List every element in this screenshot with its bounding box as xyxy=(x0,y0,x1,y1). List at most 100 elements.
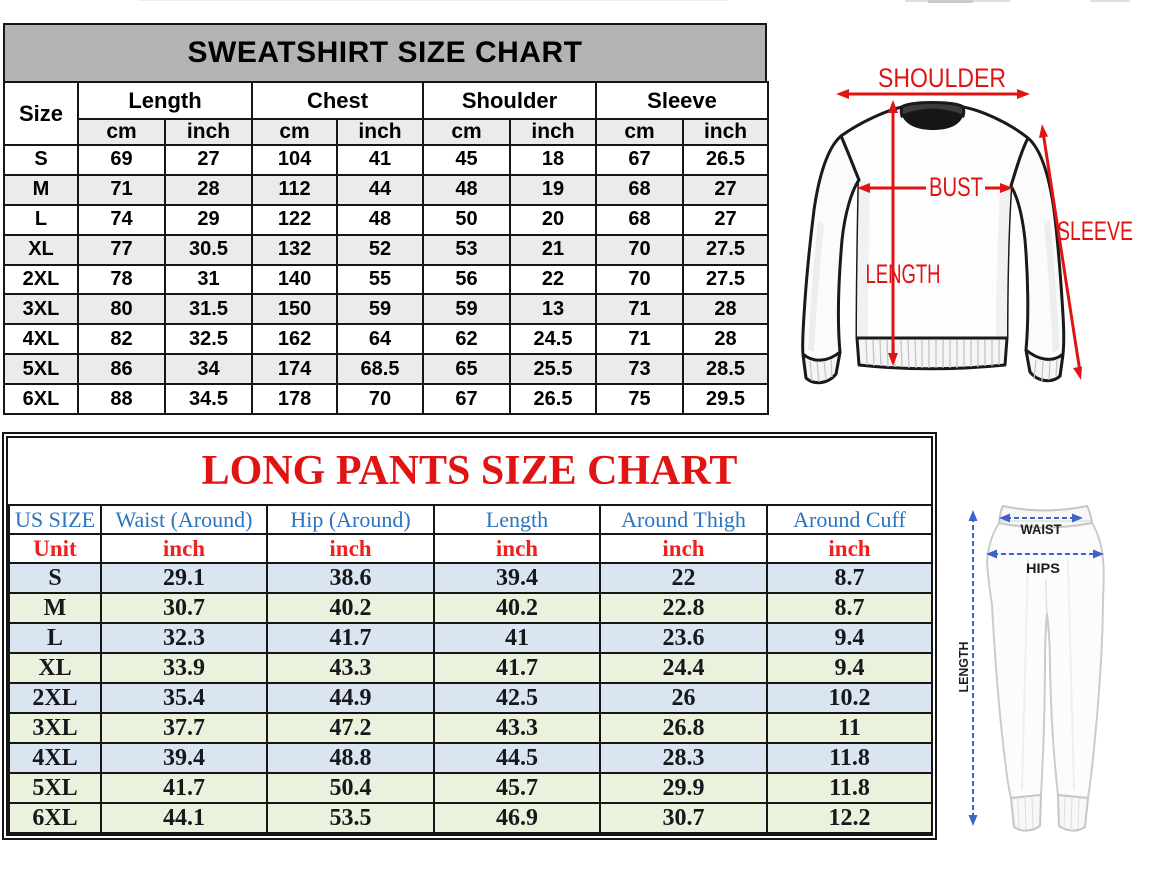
value-cell: 69 xyxy=(77,144,166,176)
value-cell: 38.6 xyxy=(266,562,435,594)
value-cell: 44 xyxy=(336,173,425,206)
value-cell: 40.2 xyxy=(266,592,435,624)
value-cell: 26.5 xyxy=(682,144,770,176)
value-cell: 22 xyxy=(509,263,598,296)
waist-arrow xyxy=(999,513,1083,523)
sweatshirt-table-row: 4XL 82 32.5 162 64 62 24.5 71 28 xyxy=(3,323,770,356)
sleeve-label: SLEEVE xyxy=(1057,216,1133,246)
pants-length-label: LENGTH xyxy=(956,642,971,693)
shading-right xyxy=(996,186,1011,338)
value-cell: 55 xyxy=(336,263,425,296)
value-cell: 37.7 xyxy=(100,712,268,744)
column-header-waist: Waist (Around) xyxy=(100,504,268,535)
value-cell: 18 xyxy=(509,144,598,176)
top-edge-artifact xyxy=(928,0,973,3)
column-header-chest: Chest xyxy=(251,81,425,120)
pants-length-arrow xyxy=(968,510,978,826)
subheader-cm: cm xyxy=(595,118,685,146)
value-cell: 33.9 xyxy=(100,652,268,684)
value-cell: 29.1 xyxy=(100,562,268,594)
value-cell: 50 xyxy=(422,203,512,236)
pants-table-row: 3XL 37.7 47.2 43.3 26.8 11 xyxy=(8,712,933,744)
pants-illustration: WAIST HIPS LENGTH xyxy=(956,504,1105,832)
value-cell: 65 xyxy=(422,353,512,386)
value-cell: 20 xyxy=(509,203,598,236)
sweatshirt-table-row: 2XL 78 31 140 55 56 22 70 27.5 xyxy=(3,263,770,296)
length-arrow xyxy=(888,100,898,366)
pants-table-row: S 29.1 38.6 39.4 22 8.7 xyxy=(8,562,933,594)
hips-label: HIPS xyxy=(1026,560,1060,576)
size-cell: M xyxy=(8,592,102,624)
long-pants-size-chart: LONG PANTS SIZE CHART US SIZE Waist (Aro… xyxy=(2,432,937,840)
value-cell: 30.7 xyxy=(599,802,768,834)
shading-left xyxy=(857,180,870,338)
value-cell: 26.8 xyxy=(599,712,768,744)
size-cell: 4XL xyxy=(8,742,102,774)
column-header-us-size: US SIZE xyxy=(8,504,102,535)
value-cell: 68 xyxy=(595,173,685,206)
size-cell: XL xyxy=(8,652,102,684)
value-cell: 88 xyxy=(77,383,166,416)
bust-arrow xyxy=(857,183,1013,193)
crotch-crease xyxy=(1045,579,1048,614)
size-cell: 4XL xyxy=(3,323,79,356)
size-cell: M xyxy=(3,173,79,206)
pants-waistband xyxy=(997,504,1094,529)
value-cell: 48 xyxy=(422,173,512,206)
value-cell: 28 xyxy=(682,293,770,326)
size-cell: L xyxy=(3,203,79,236)
subheader-cm: cm xyxy=(422,118,512,146)
value-cell: 77 xyxy=(77,233,166,266)
value-cell: 46.9 xyxy=(433,802,601,834)
sweatshirt-table-row: S 69 27 104 41 45 18 67 26.5 xyxy=(3,144,770,176)
column-header-length: Length xyxy=(76,81,254,120)
value-cell: 8.7 xyxy=(766,592,933,624)
column-header-length: Length xyxy=(433,504,601,535)
value-cell: 24.5 xyxy=(509,323,598,356)
pants-table-row: M 30.7 40.2 40.2 22.8 8.7 xyxy=(8,592,933,624)
pants-measure-labels: WAIST HIPS LENGTH xyxy=(956,521,1062,693)
value-cell: 27 xyxy=(163,144,254,176)
value-cell: 44.5 xyxy=(433,742,601,774)
sweatshirt-collar-opening xyxy=(902,110,963,130)
value-cell: 162 xyxy=(251,323,339,356)
value-cell: 26 xyxy=(599,682,768,714)
sleeve-shading-left xyxy=(808,220,824,352)
value-cell: 31 xyxy=(163,263,254,296)
value-cell: 78 xyxy=(77,263,166,296)
value-cell: 62 xyxy=(422,323,512,356)
pants-chart-title: LONG PANTS SIZE CHART xyxy=(8,438,931,504)
value-cell: 22 xyxy=(599,562,768,594)
value-cell: 174 xyxy=(251,353,339,386)
pants-body xyxy=(986,522,1105,799)
value-cell: 21 xyxy=(509,233,598,266)
value-cell: 52 xyxy=(336,233,425,266)
size-cell: 2XL xyxy=(8,682,102,714)
value-cell: 28.5 xyxy=(682,353,770,386)
sweatshirt-size-table: Size Length Chest Shoulder Sleeve cm inc… xyxy=(3,81,770,416)
value-cell: 25.5 xyxy=(509,353,598,386)
value-cell: 44.1 xyxy=(100,802,268,834)
size-cell: 3XL xyxy=(8,712,102,744)
sleeve-arrow xyxy=(1039,124,1082,380)
unit-inch: inch xyxy=(599,533,768,564)
value-cell: 41.7 xyxy=(433,652,601,684)
value-cell: 31.5 xyxy=(163,293,254,326)
column-header-size: Size xyxy=(3,81,79,146)
value-cell: 10.2 xyxy=(766,682,933,714)
value-cell: 11.8 xyxy=(766,742,933,774)
value-cell: 122 xyxy=(251,203,339,236)
sweatshirt-table-row: 5XL 86 34 174 68.5 65 25.5 73 28.5 xyxy=(3,353,770,386)
value-cell: 68.5 xyxy=(336,353,425,386)
size-cell: 3XL xyxy=(3,293,79,326)
value-cell: 32.3 xyxy=(100,622,268,654)
unit-inch: inch xyxy=(100,533,268,564)
subheader-inch: inch xyxy=(336,118,425,146)
value-cell: 29.5 xyxy=(682,383,770,416)
sweatshirt-table-row: XL 77 30.5 132 52 53 21 70 27.5 xyxy=(3,233,770,266)
value-cell: 43.3 xyxy=(433,712,601,744)
value-cell: 29.9 xyxy=(599,772,768,804)
value-cell: 45.7 xyxy=(433,772,601,804)
bust-label: BUST xyxy=(929,172,983,202)
